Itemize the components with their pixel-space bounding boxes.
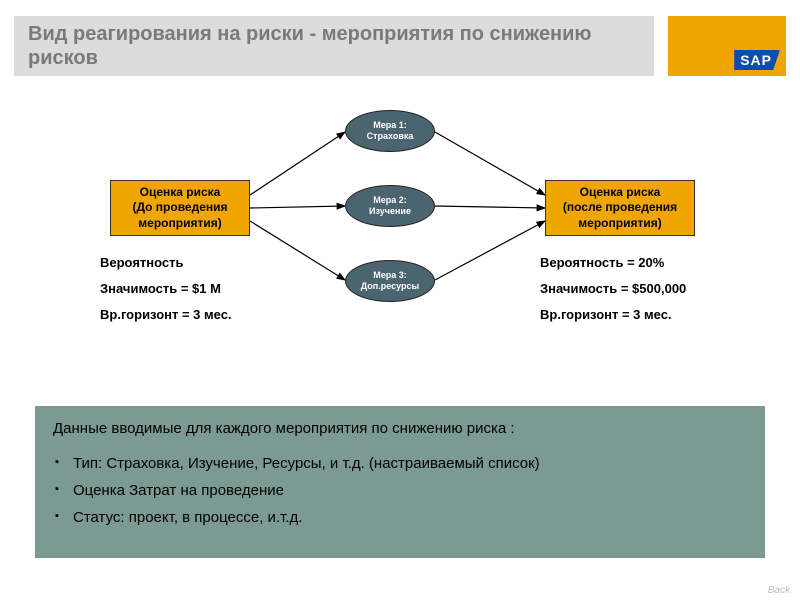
info-intro: Данные вводимые для каждого мероприятия … <box>53 420 747 437</box>
measure-1-ellipse: Мера 1:Страховка <box>345 110 435 152</box>
info-bullet: Тип: Страховка, Изучение, Ресурсы, и т.д… <box>53 455 747 472</box>
logo-box: SAP <box>668 16 786 76</box>
measure-3-ellipse: Мера 3:Доп.ресурсы <box>345 260 435 302</box>
info-bullets: Тип: Страховка, Изучение, Ресурсы, и т.д… <box>53 455 747 526</box>
sap-logo: SAP <box>734 50 780 70</box>
risk-before-box: Оценка риска(До проведениямероприятия) <box>110 180 250 236</box>
metrics-before: ВероятностьЗначимость = $1 MВр.горизонт … <box>100 250 232 328</box>
info-bullet: Статус: проект, в процессе, и.т.д. <box>53 509 747 526</box>
info-panel: Данные вводимые для каждого мероприятия … <box>35 406 765 558</box>
measure-2-ellipse: Мера 2:Изучение <box>345 185 435 227</box>
header-bar: Вид реагирования на риски - мероприятия … <box>14 16 654 76</box>
back-label: Back <box>768 585 790 596</box>
info-bullet: Оценка Затрат на проведение <box>53 482 747 499</box>
page-title: Вид реагирования на риски - мероприятия … <box>28 22 640 70</box>
risk-diagram: Оценка риска(До проведениямероприятия) О… <box>0 90 800 350</box>
metrics-after: Вероятность = 20%Значимость = $500,000Вр… <box>540 250 686 328</box>
risk-after-box: Оценка риска(после проведениямероприятия… <box>545 180 695 236</box>
